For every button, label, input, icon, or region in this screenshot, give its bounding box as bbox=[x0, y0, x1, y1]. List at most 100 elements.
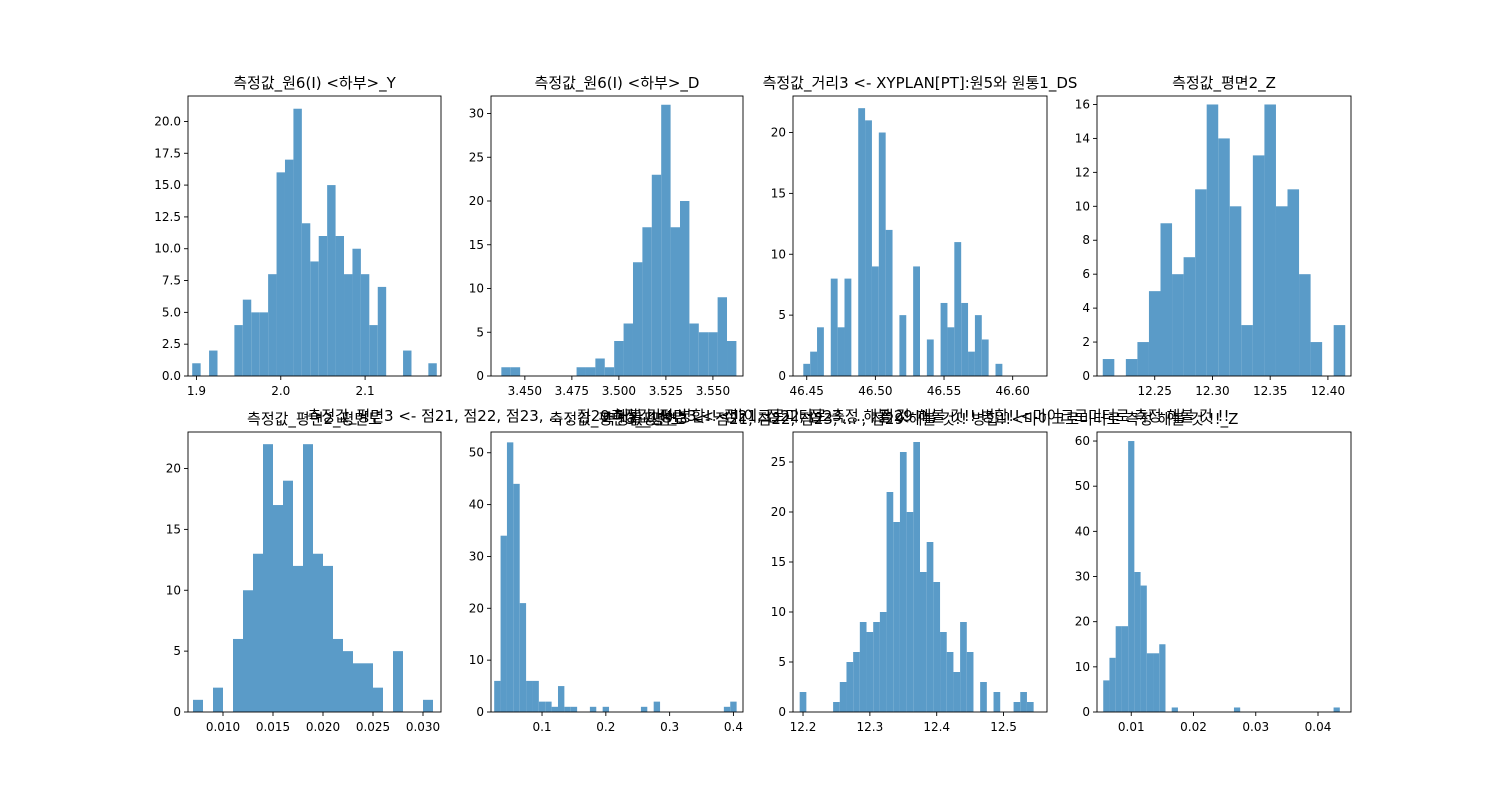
histogram-bar bbox=[886, 492, 894, 712]
axes-frame bbox=[792, 431, 1048, 713]
x-tick-label: 12.35 bbox=[1253, 384, 1287, 398]
y-tick-label: 5 bbox=[778, 655, 786, 669]
histogram-bar bbox=[1218, 138, 1230, 376]
histogram-bar bbox=[589, 706, 597, 712]
x-tick-label: 0.010 bbox=[206, 720, 240, 734]
histogram-bar bbox=[283, 480, 293, 712]
histogram-bar bbox=[920, 572, 927, 712]
histogram-bar bbox=[689, 323, 699, 376]
histogram-bar bbox=[906, 512, 914, 712]
histogram-bar bbox=[837, 327, 845, 376]
x-tick-label: 0.3 bbox=[660, 720, 679, 734]
y-tick-label: 16 bbox=[1075, 97, 1090, 111]
histogram-bar bbox=[913, 442, 920, 712]
histogram-bar bbox=[423, 699, 433, 712]
histogram-panel-1: 1.9 2.0 2.1 0.0 2.5 5.0 7.5 10.0 12.5 15.0 17.5 20.… bbox=[154, 74, 442, 398]
y-tick-label: 7.5 bbox=[162, 274, 181, 288]
histogram-bar bbox=[717, 297, 728, 376]
histogram-bar bbox=[1146, 653, 1154, 712]
histogram-bar bbox=[723, 706, 731, 712]
histogram-bar bbox=[604, 367, 615, 376]
y-tick-label: 4 bbox=[1082, 301, 1090, 315]
histogram-bar bbox=[940, 632, 947, 712]
x-tick-label: 46.45 bbox=[790, 384, 824, 398]
histogram-bar bbox=[519, 603, 527, 712]
histogram-bar bbox=[259, 312, 269, 376]
axes-frame bbox=[490, 431, 744, 713]
histogram-bar bbox=[1275, 206, 1288, 376]
histogram-bar bbox=[651, 174, 662, 376]
y-tick-label: 5.0 bbox=[162, 305, 181, 319]
histogram-bar bbox=[940, 302, 948, 376]
histogram-panel-5: 0.010 0.015 0.020 0.025 0.030 0 5 10 15 20 측정값_평면2… bbox=[166, 410, 442, 734]
x-tick-label: 0.015 bbox=[256, 720, 290, 734]
histogram-bar bbox=[1195, 189, 1207, 376]
panel-title-overlap: 측정값_평면3 <- 점21, 점22, 점23, ... , 점29 해볼 것… bbox=[611, 407, 1230, 426]
histogram-panel-6: 0.1 0.2 0.3 0.401020304050측정값_평면3_평면도측정값_평면… bbox=[308, 407, 927, 734]
y-tick-label: 12.5 bbox=[154, 210, 181, 224]
histogram-bar bbox=[551, 706, 558, 712]
histogram-bar bbox=[810, 351, 818, 376]
histogram-bar bbox=[344, 274, 353, 376]
y-tick-label: 30 bbox=[1075, 570, 1090, 584]
histogram-bar bbox=[866, 632, 874, 712]
histogram-bar bbox=[708, 332, 718, 376]
y-tick-label: 0 bbox=[1082, 369, 1090, 383]
histogram-bar bbox=[974, 315, 982, 376]
histogram-bar bbox=[1109, 657, 1116, 712]
histogram-bar bbox=[871, 266, 879, 376]
x-tick-label: 46.60 bbox=[995, 384, 1029, 398]
histogram-bar bbox=[642, 227, 652, 376]
x-tick-label: 0.020 bbox=[306, 720, 340, 734]
x-tick-label: 12.25 bbox=[1138, 384, 1172, 398]
y-tick-label: 0 bbox=[476, 705, 484, 719]
histogram-bar bbox=[373, 687, 383, 712]
histogram-bar bbox=[1140, 585, 1147, 712]
histogram-bar bbox=[1206, 104, 1219, 376]
y-tick-label: 0 bbox=[173, 705, 181, 719]
histogram-panel-7: 12.2 12.3 12.4 12.5 0 5 10 15 20 25 측정값_평면3 <- 점21… bbox=[602, 407, 1239, 734]
histogram-bar bbox=[313, 553, 323, 712]
panel-title: 측정값_평면3 <- 점21, 점22, 점23, ... , 점29 해볼 것… bbox=[602, 410, 1239, 429]
y-tick-label: 10 bbox=[166, 583, 181, 597]
histogram-bar bbox=[557, 686, 565, 712]
histogram-bar bbox=[310, 261, 319, 376]
histogram-bar bbox=[947, 327, 955, 376]
histogram-bar bbox=[595, 358, 605, 376]
histogram-bar bbox=[564, 706, 571, 712]
histogram-bar bbox=[873, 622, 880, 712]
histogram-bar bbox=[1148, 291, 1161, 376]
y-tick-label: 2 bbox=[1082, 335, 1090, 349]
histogram-bar bbox=[954, 242, 962, 376]
panel-title: 측정값_원6(I) <하부>_D bbox=[535, 74, 700, 93]
panel-title: 측정값_평면2_Z bbox=[1172, 74, 1276, 93]
y-tick-label: 6 bbox=[1082, 267, 1090, 281]
x-tick-label: 12.5 bbox=[990, 720, 1017, 734]
histogram-bar bbox=[680, 201, 690, 376]
y-tick-label: 60 bbox=[1075, 434, 1090, 448]
histogram-bar bbox=[839, 682, 847, 712]
histogram-bar bbox=[926, 542, 934, 712]
histogram-bar bbox=[276, 172, 285, 376]
histogram-bar bbox=[1252, 155, 1265, 376]
histogram-bar bbox=[859, 622, 867, 712]
axes-frame bbox=[490, 95, 744, 377]
histogram-bar bbox=[192, 363, 201, 376]
histogram-bar bbox=[878, 132, 886, 376]
histogram-bar bbox=[284, 159, 294, 376]
histogram-bar bbox=[953, 672, 961, 712]
histogram-bar bbox=[506, 442, 514, 712]
x-tick-label: 12.4 bbox=[923, 720, 950, 734]
axes-frame bbox=[187, 95, 442, 377]
histogram-bar bbox=[1160, 223, 1173, 376]
histogram-bar bbox=[640, 706, 648, 712]
x-tick-label: 46.55 bbox=[927, 384, 961, 398]
y-tick-label: 40 bbox=[1075, 524, 1090, 538]
histogram-bar bbox=[981, 339, 989, 376]
histogram-bar bbox=[858, 108, 866, 377]
panel-title: 측정값_원6(I) <하부>_Y bbox=[233, 74, 396, 93]
histogram-bar bbox=[899, 452, 907, 712]
histogram-bar bbox=[293, 108, 302, 376]
y-tick-label: 25 bbox=[469, 150, 484, 164]
histogram-panel-3: 46.45 46.50 46.55 46.60 0 5 10 15 20 측정값_거리3 <- X… bbox=[763, 74, 1078, 398]
